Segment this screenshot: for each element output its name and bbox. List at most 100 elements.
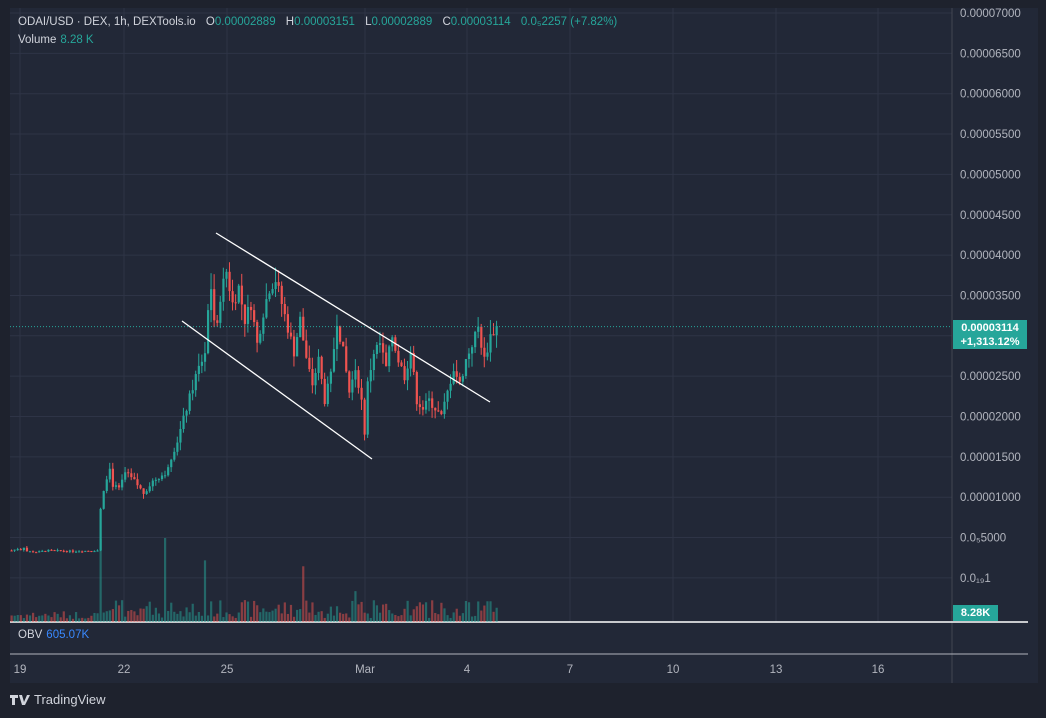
- obv-legend[interactable]: OBV 605.07K: [18, 629, 89, 641]
- volume-bar: [452, 612, 455, 622]
- candle-body: [197, 365, 200, 375]
- candle-body: [292, 336, 296, 357]
- volume-bar: [154, 607, 157, 622]
- high-key: H: [285, 16, 295, 28]
- candle-body: [329, 371, 332, 384]
- volume-legend[interactable]: Volume 8.28 K: [18, 34, 94, 46]
- volume-bar: [56, 613, 59, 622]
- volume-bar: [477, 601, 480, 622]
- channel-upper-line[interactable]: [215, 232, 491, 403]
- volume-bar: [483, 605, 486, 622]
- last-price-value: 0.00003114: [961, 322, 1019, 334]
- candle-body: [53, 550, 56, 552]
- candle-body: [225, 271, 228, 279]
- volume-bar: [71, 618, 75, 622]
- volume-bar: [385, 603, 388, 622]
- volume-bar: [19, 615, 22, 622]
- candle-body: [424, 400, 428, 410]
- candle-body: [182, 415, 185, 430]
- candle-body: [412, 353, 415, 373]
- volume-bar: [93, 612, 96, 622]
- candle-body: [203, 353, 207, 362]
- y-tick-label: 0.00001500: [960, 452, 1021, 464]
- candle-body: [78, 551, 81, 553]
- y-tick-label: 0.00002000: [960, 412, 1021, 424]
- volume-bar: [50, 617, 53, 622]
- symbol-legend[interactable]: ODAI/USD · DEX, 1h, DEXTools.io O0.00002…: [18, 16, 617, 28]
- candle-body: [253, 310, 256, 323]
- volume-bar: [274, 608, 277, 622]
- candle-body: [84, 550, 87, 552]
- volume-bar: [280, 613, 283, 622]
- candle-body: [96, 550, 99, 552]
- close-value: 0.00003114: [450, 16, 511, 28]
- volume-bar: [216, 613, 219, 622]
- candle-body: [431, 398, 434, 408]
- volume-bar: [127, 610, 130, 622]
- candle-body: [16, 549, 19, 551]
- candle-body: [437, 410, 440, 412]
- volume-bar: [443, 608, 446, 622]
- candle-body: [44, 550, 47, 552]
- volume-bar: [188, 612, 191, 622]
- channel-lower-line[interactable]: [181, 320, 373, 460]
- volume-bar: [486, 601, 489, 622]
- volume-bar: [253, 600, 256, 622]
- volume-bar: [13, 615, 16, 622]
- volume-bar: [31, 612, 35, 622]
- volume-bar: [326, 613, 329, 622]
- volume-bar: [369, 617, 372, 622]
- volume-bar: [437, 614, 440, 622]
- symbol-title[interactable]: ODAI/USD · DEX, 1h, DEXTools.io: [18, 16, 196, 28]
- volume-bar: [185, 607, 188, 622]
- candle-body: [213, 289, 216, 321]
- candle-body: [114, 485, 118, 487]
- chart-panel[interactable]: [10, 8, 1038, 683]
- volume-bar: [299, 609, 302, 622]
- candle-body: [400, 362, 403, 367]
- y-tick-label: 0.0₁₉1: [960, 573, 991, 585]
- y-tick-label: 0.0₅5000: [960, 533, 1006, 545]
- candle-body: [268, 293, 271, 300]
- volume-bar: [81, 617, 84, 622]
- candle-body: [133, 477, 136, 480]
- candle-body: [28, 551, 32, 553]
- x-tick-label: 10: [667, 664, 680, 676]
- candle-body: [93, 551, 96, 553]
- volume-bar: [173, 611, 176, 622]
- x-tick-label: 13: [770, 664, 783, 676]
- candle-body: [480, 326, 483, 348]
- low-value: 0.00002889: [371, 16, 433, 28]
- volume-bar: [22, 618, 25, 622]
- price-chart-svg[interactable]: 0.00007000 0.00006500 0.00006000 0.00005500…: [10, 8, 1038, 683]
- candle-body: [259, 333, 262, 343]
- candle-body: [71, 550, 75, 552]
- candle-body: [323, 378, 326, 404]
- volume-bar: [495, 607, 498, 622]
- volume-bar: [206, 615, 210, 622]
- candle-body: [237, 285, 240, 303]
- volume-bar: [415, 606, 418, 622]
- candle-body: [381, 343, 385, 353]
- candle-body: [188, 393, 191, 411]
- candle-body: [111, 468, 115, 487]
- volume-value: 8.28 K: [60, 34, 94, 46]
- volume-bar: [338, 612, 342, 622]
- volume-bar: [458, 615, 461, 622]
- candle-body: [446, 390, 449, 402]
- candle-body: [265, 299, 268, 318]
- volume-bar: [148, 601, 151, 622]
- candle-body: [87, 550, 90, 552]
- volume-bar: [302, 566, 305, 622]
- candle-body: [151, 480, 154, 487]
- candle-body: [176, 442, 179, 452]
- candle-body: [296, 337, 299, 357]
- candle-body: [366, 381, 369, 435]
- volume-bar: [240, 602, 243, 622]
- volume-bar: [90, 615, 93, 622]
- y-tick-label: 0.00001000: [960, 492, 1021, 504]
- candle-body: [157, 479, 161, 481]
- tradingview-brand[interactable]: TradingView: [10, 692, 106, 707]
- candle-body: [335, 325, 339, 350]
- volume-bar: [357, 604, 360, 622]
